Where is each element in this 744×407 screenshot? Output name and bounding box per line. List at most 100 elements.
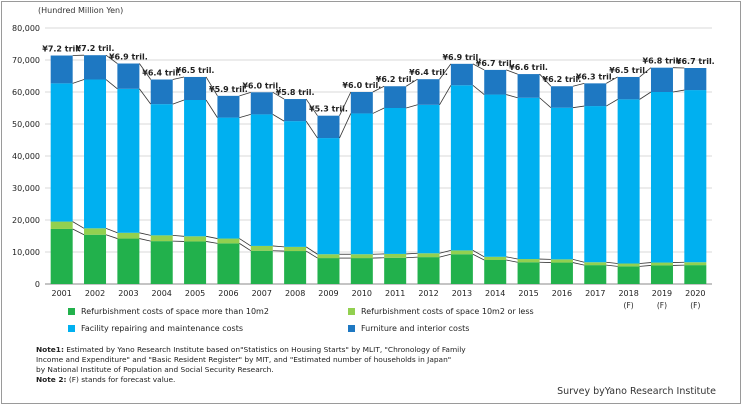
connector-line	[372, 85, 385, 93]
bar-segment-2	[217, 238, 240, 244]
total-label: ¥6.3 tril.	[576, 72, 615, 81]
connector-line	[105, 234, 118, 239]
bar-segment-1	[350, 258, 373, 284]
connector-line	[439, 85, 452, 106]
total-label: ¥6.0 tril.	[242, 81, 281, 90]
bar-segment-3	[150, 104, 173, 236]
x-tick-label: 2010	[352, 289, 372, 298]
note2-text: (F) stands for forecast value.	[68, 375, 176, 384]
y-tick-label: 30,000	[12, 184, 40, 193]
bar-segment-2	[450, 250, 473, 255]
connector-line	[439, 250, 451, 254]
bar-segment-1	[650, 265, 673, 284]
bar-segment-2	[484, 256, 507, 260]
x-tick-sublabel: (F)	[657, 301, 667, 310]
bar-segment-3	[550, 107, 573, 260]
connector-line	[639, 265, 652, 267]
connector-line	[72, 228, 85, 236]
total-label: ¥7.2 tril.	[42, 45, 81, 54]
bar-segment-1	[284, 251, 307, 284]
bar-segment-4	[550, 86, 573, 108]
connector-line	[139, 238, 151, 242]
connector-line	[572, 258, 585, 263]
total-label: ¥6.9 tril.	[442, 53, 481, 62]
connector-line	[639, 91, 652, 100]
y-tick-label: 40,000	[12, 152, 40, 161]
x-tick-label: 2019	[652, 289, 672, 298]
bar-segment-4	[217, 95, 240, 118]
bar-segment-2	[250, 245, 273, 251]
total-label: ¥6.9 tril.	[109, 53, 148, 62]
total-label: ¥6.4 tril.	[142, 69, 181, 78]
connector-line	[572, 82, 585, 87]
connector-line	[172, 234, 185, 237]
bar-segment-3	[217, 117, 240, 239]
x-tick-label: 2018	[618, 289, 638, 298]
bar-segment-4	[384, 86, 407, 108]
x-tick-label: 2009	[318, 289, 338, 298]
connector-line	[205, 235, 218, 239]
connector-line	[305, 246, 318, 255]
x-tick-label: 2012	[418, 289, 438, 298]
total-label: ¥5.8 tril.	[276, 88, 315, 97]
bar-segment-4	[584, 83, 607, 107]
total-label: ¥6.0 tril.	[342, 81, 381, 90]
connector-line	[506, 256, 518, 260]
total-label: ¥6.8 tril.	[643, 57, 682, 66]
bar-segment-1	[250, 250, 273, 284]
bar-segment-1	[517, 262, 540, 284]
total-label: ¥7.2 tril.	[76, 44, 115, 53]
connector-line	[406, 252, 418, 255]
x-tick-label: 2004	[152, 289, 172, 298]
bar-segment-3	[650, 92, 673, 263]
legend-label: Furniture and interior costs	[361, 324, 470, 333]
connector-line	[139, 63, 152, 80]
bar-segment-2	[50, 221, 73, 229]
legend-label: Refurbishment costs of space more than 1…	[81, 307, 269, 316]
note1-label: Note1:	[36, 345, 64, 354]
bar-segment-4	[450, 63, 473, 86]
bar-segment-2	[617, 263, 640, 267]
legend-label: Refurbishment costs of space 10m2 or les…	[361, 307, 534, 316]
total-label: ¥6.4 tril.	[409, 68, 448, 77]
total-label: ¥6.2 tril.	[376, 75, 415, 84]
bar-segment-4	[417, 79, 440, 105]
x-tick-label: 2001	[51, 289, 71, 298]
bar-segment-4	[284, 99, 307, 122]
connector-line	[606, 76, 618, 84]
connector-line	[205, 99, 218, 118]
bar-segment-1	[384, 257, 407, 284]
bar-segment-2	[684, 262, 707, 266]
connector-line	[606, 261, 618, 264]
bar-segment-4	[484, 69, 507, 95]
connector-line	[305, 98, 318, 116]
y-tick-label: 80,000	[12, 24, 40, 33]
connector-line	[272, 114, 285, 122]
bar-segment-1	[84, 234, 107, 284]
x-tick-label: 2013	[452, 289, 472, 298]
connector-line	[139, 88, 152, 105]
bar-segment-2	[517, 259, 540, 263]
bar-segment-2	[584, 262, 607, 266]
bar-segment-1	[684, 265, 707, 284]
bar-segment-3	[584, 106, 607, 263]
x-tick-label: 2002	[85, 289, 105, 298]
connector-line	[506, 69, 518, 75]
total-label: ¥6.5 tril.	[176, 66, 215, 75]
bar-segment-2	[284, 246, 307, 252]
x-tick-label: 2006	[218, 289, 238, 298]
connector-line	[406, 256, 418, 259]
bar-segment-4	[617, 76, 640, 100]
connector-line	[339, 113, 352, 139]
y-tick-label: 10,000	[12, 248, 40, 257]
x-tick-label: 2020	[685, 289, 705, 298]
note1-line-2: Income and Expenditure" and "Basic Resid…	[36, 355, 452, 364]
connector-line	[139, 232, 151, 236]
x-tick-label: 2017	[585, 289, 605, 298]
connector-line	[72, 221, 85, 229]
bar-segment-2	[384, 253, 407, 258]
y-tick-label: 0	[35, 280, 40, 289]
bar-segment-3	[450, 85, 473, 251]
bar-segment-1	[417, 257, 440, 284]
bar-segment-1	[550, 262, 573, 284]
